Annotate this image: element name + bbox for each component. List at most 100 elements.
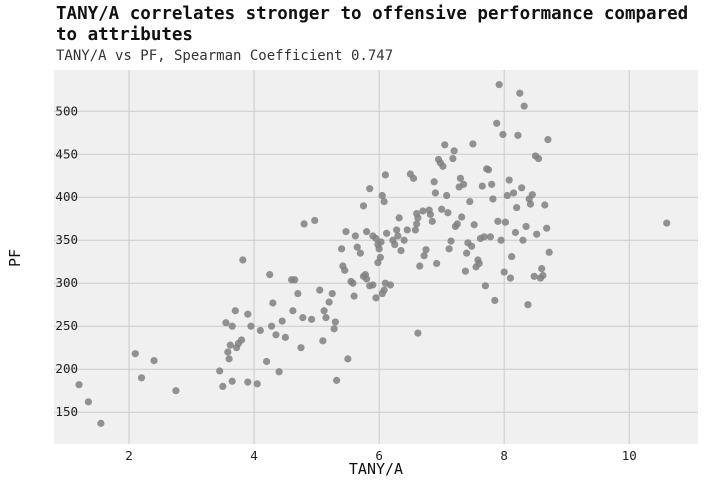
data-point (459, 180, 468, 188)
data-point (422, 246, 430, 254)
data-point (519, 236, 527, 244)
data-point (463, 249, 471, 257)
data-point (224, 348, 232, 356)
data-point (267, 322, 276, 330)
x-tick-label: 6 (375, 448, 383, 463)
data-points (75, 81, 671, 427)
data-point (311, 216, 319, 225)
data-point (137, 374, 146, 382)
x-axis-label: TANY/A (349, 460, 403, 478)
y-axis-label: PF (6, 249, 24, 267)
data-point (350, 292, 358, 300)
data-point (520, 102, 528, 110)
x-tick-label: 2 (125, 448, 133, 463)
data-point (353, 243, 361, 251)
y-tick-label: 500 (55, 103, 78, 118)
data-point (450, 147, 458, 155)
data-point (503, 191, 511, 200)
data-point (374, 258, 382, 267)
data-point (269, 299, 277, 307)
data-point (475, 259, 483, 268)
data-point (228, 377, 236, 385)
data-point (534, 154, 543, 163)
data-point (489, 195, 497, 203)
data-point (456, 174, 465, 182)
data-point (441, 141, 449, 149)
data-point (247, 322, 255, 330)
data-point (508, 252, 516, 261)
data-point (430, 178, 438, 186)
data-point (219, 382, 227, 390)
data-point (375, 245, 383, 253)
data-point (333, 376, 341, 384)
data-point (506, 274, 515, 282)
data-point (501, 218, 510, 226)
data-point (289, 307, 297, 315)
data-point (488, 180, 496, 188)
data-point (413, 220, 421, 228)
data-point (239, 256, 247, 264)
y-tick-label: 200 (55, 361, 78, 376)
data-point (409, 174, 418, 182)
data-point (518, 184, 526, 192)
data-point (541, 201, 549, 209)
data-point (378, 191, 386, 200)
data-point (444, 209, 452, 217)
data-point (526, 200, 535, 208)
data-point (266, 271, 274, 279)
y-tick-label: 350 (55, 232, 78, 247)
y-tick-label: 400 (55, 189, 78, 204)
data-point (363, 228, 371, 236)
data-point (663, 219, 671, 227)
data-point (486, 233, 495, 241)
data-point (484, 166, 493, 174)
data-point (331, 318, 339, 326)
data-point (216, 367, 224, 375)
data-point (426, 210, 434, 219)
data-point (275, 368, 283, 376)
data-point (416, 262, 424, 270)
data-point (403, 226, 411, 234)
data-point (256, 326, 264, 335)
data-point (511, 228, 520, 237)
data-point (222, 319, 230, 327)
data-point (494, 217, 502, 225)
data-point (131, 350, 139, 358)
data-point (478, 182, 486, 190)
data-point (539, 271, 547, 280)
data-point (359, 202, 368, 210)
y-axis-ticks: 150 200 250 300 350 400 450 500 (55, 103, 78, 419)
data-point (522, 222, 530, 231)
data-point (428, 217, 436, 225)
data-point (308, 315, 316, 323)
data-point (300, 220, 308, 228)
data-point (380, 197, 388, 206)
data-point (449, 154, 457, 163)
data-point (495, 81, 503, 89)
data-point (461, 267, 470, 275)
data-point (328, 289, 336, 298)
data-point (366, 185, 374, 193)
data-point (505, 176, 513, 184)
data-point (294, 289, 302, 298)
data-point (231, 307, 239, 315)
data-point (533, 230, 541, 238)
data-point (433, 259, 441, 268)
data-point (411, 226, 419, 234)
x-axis-ticks: 2 4 6 8 10 (125, 448, 636, 463)
data-point (443, 191, 451, 200)
data-point (438, 205, 446, 213)
data-point (344, 355, 352, 363)
data-point (386, 281, 394, 289)
chart-subtitle: TANY/A vs PF, Spearman Coefficient 0.747 (56, 48, 394, 64)
y-tick-label: 150 (55, 404, 78, 419)
data-point (394, 232, 402, 240)
data-point (491, 296, 499, 305)
data-point (226, 341, 234, 349)
y-tick-label: 300 (55, 275, 78, 290)
data-point (372, 294, 380, 302)
chart-title: TANY/A correlates stronger to offensive … (56, 4, 689, 45)
data-point (372, 234, 380, 243)
data-point (493, 119, 501, 127)
